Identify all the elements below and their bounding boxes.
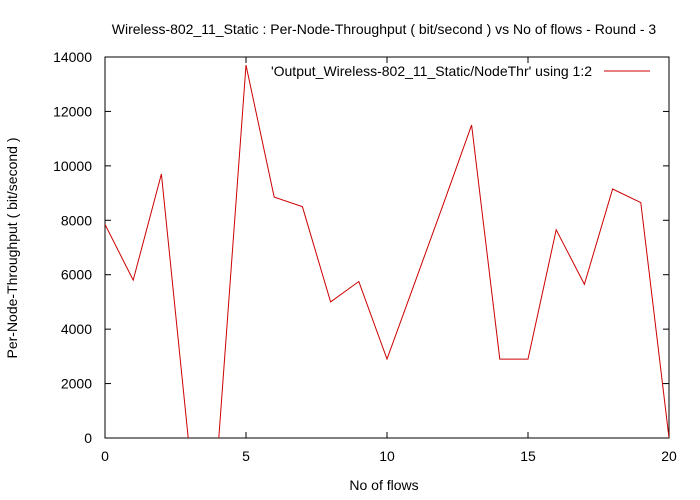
y-tick-label: 10000 (53, 158, 92, 174)
series-layer (105, 65, 669, 438)
series-line-0 (105, 65, 669, 438)
x-axis: 0 5 10 15 20 (101, 57, 677, 464)
y-tick-label: 14000 (53, 49, 92, 65)
x-tick-label: 0 (101, 448, 109, 464)
plot-frame (104, 56, 670, 439)
chart-title: Wireless-802_11_Static : Per-Node-Throug… (112, 21, 657, 37)
legend: 'Output_Wireless-802_11_Static/NodeThr' … (271, 63, 650, 79)
x-tick-label: 15 (520, 448, 536, 464)
y-tick-label: 12000 (53, 103, 92, 119)
y-axis-label: Per-Node-Throughput ( bit/second ) (4, 138, 20, 359)
y-axis: 0 2000 4000 6000 8000 10000 12000 14000 (53, 49, 669, 446)
y-tick-label: 6000 (61, 267, 92, 283)
y-tick-label: 8000 (61, 212, 92, 228)
y-tick-label: 2000 (61, 376, 92, 392)
y-tick-label: 0 (84, 430, 92, 446)
legend-entry-label: 'Output_Wireless-802_11_Static/NodeThr' … (271, 63, 592, 79)
x-axis-label: No of flows (349, 477, 418, 493)
x-tick-label: 10 (379, 448, 395, 464)
x-tick-label: 20 (661, 448, 677, 464)
y-tick-label: 4000 (61, 321, 92, 337)
x-tick-label: 5 (242, 448, 250, 464)
